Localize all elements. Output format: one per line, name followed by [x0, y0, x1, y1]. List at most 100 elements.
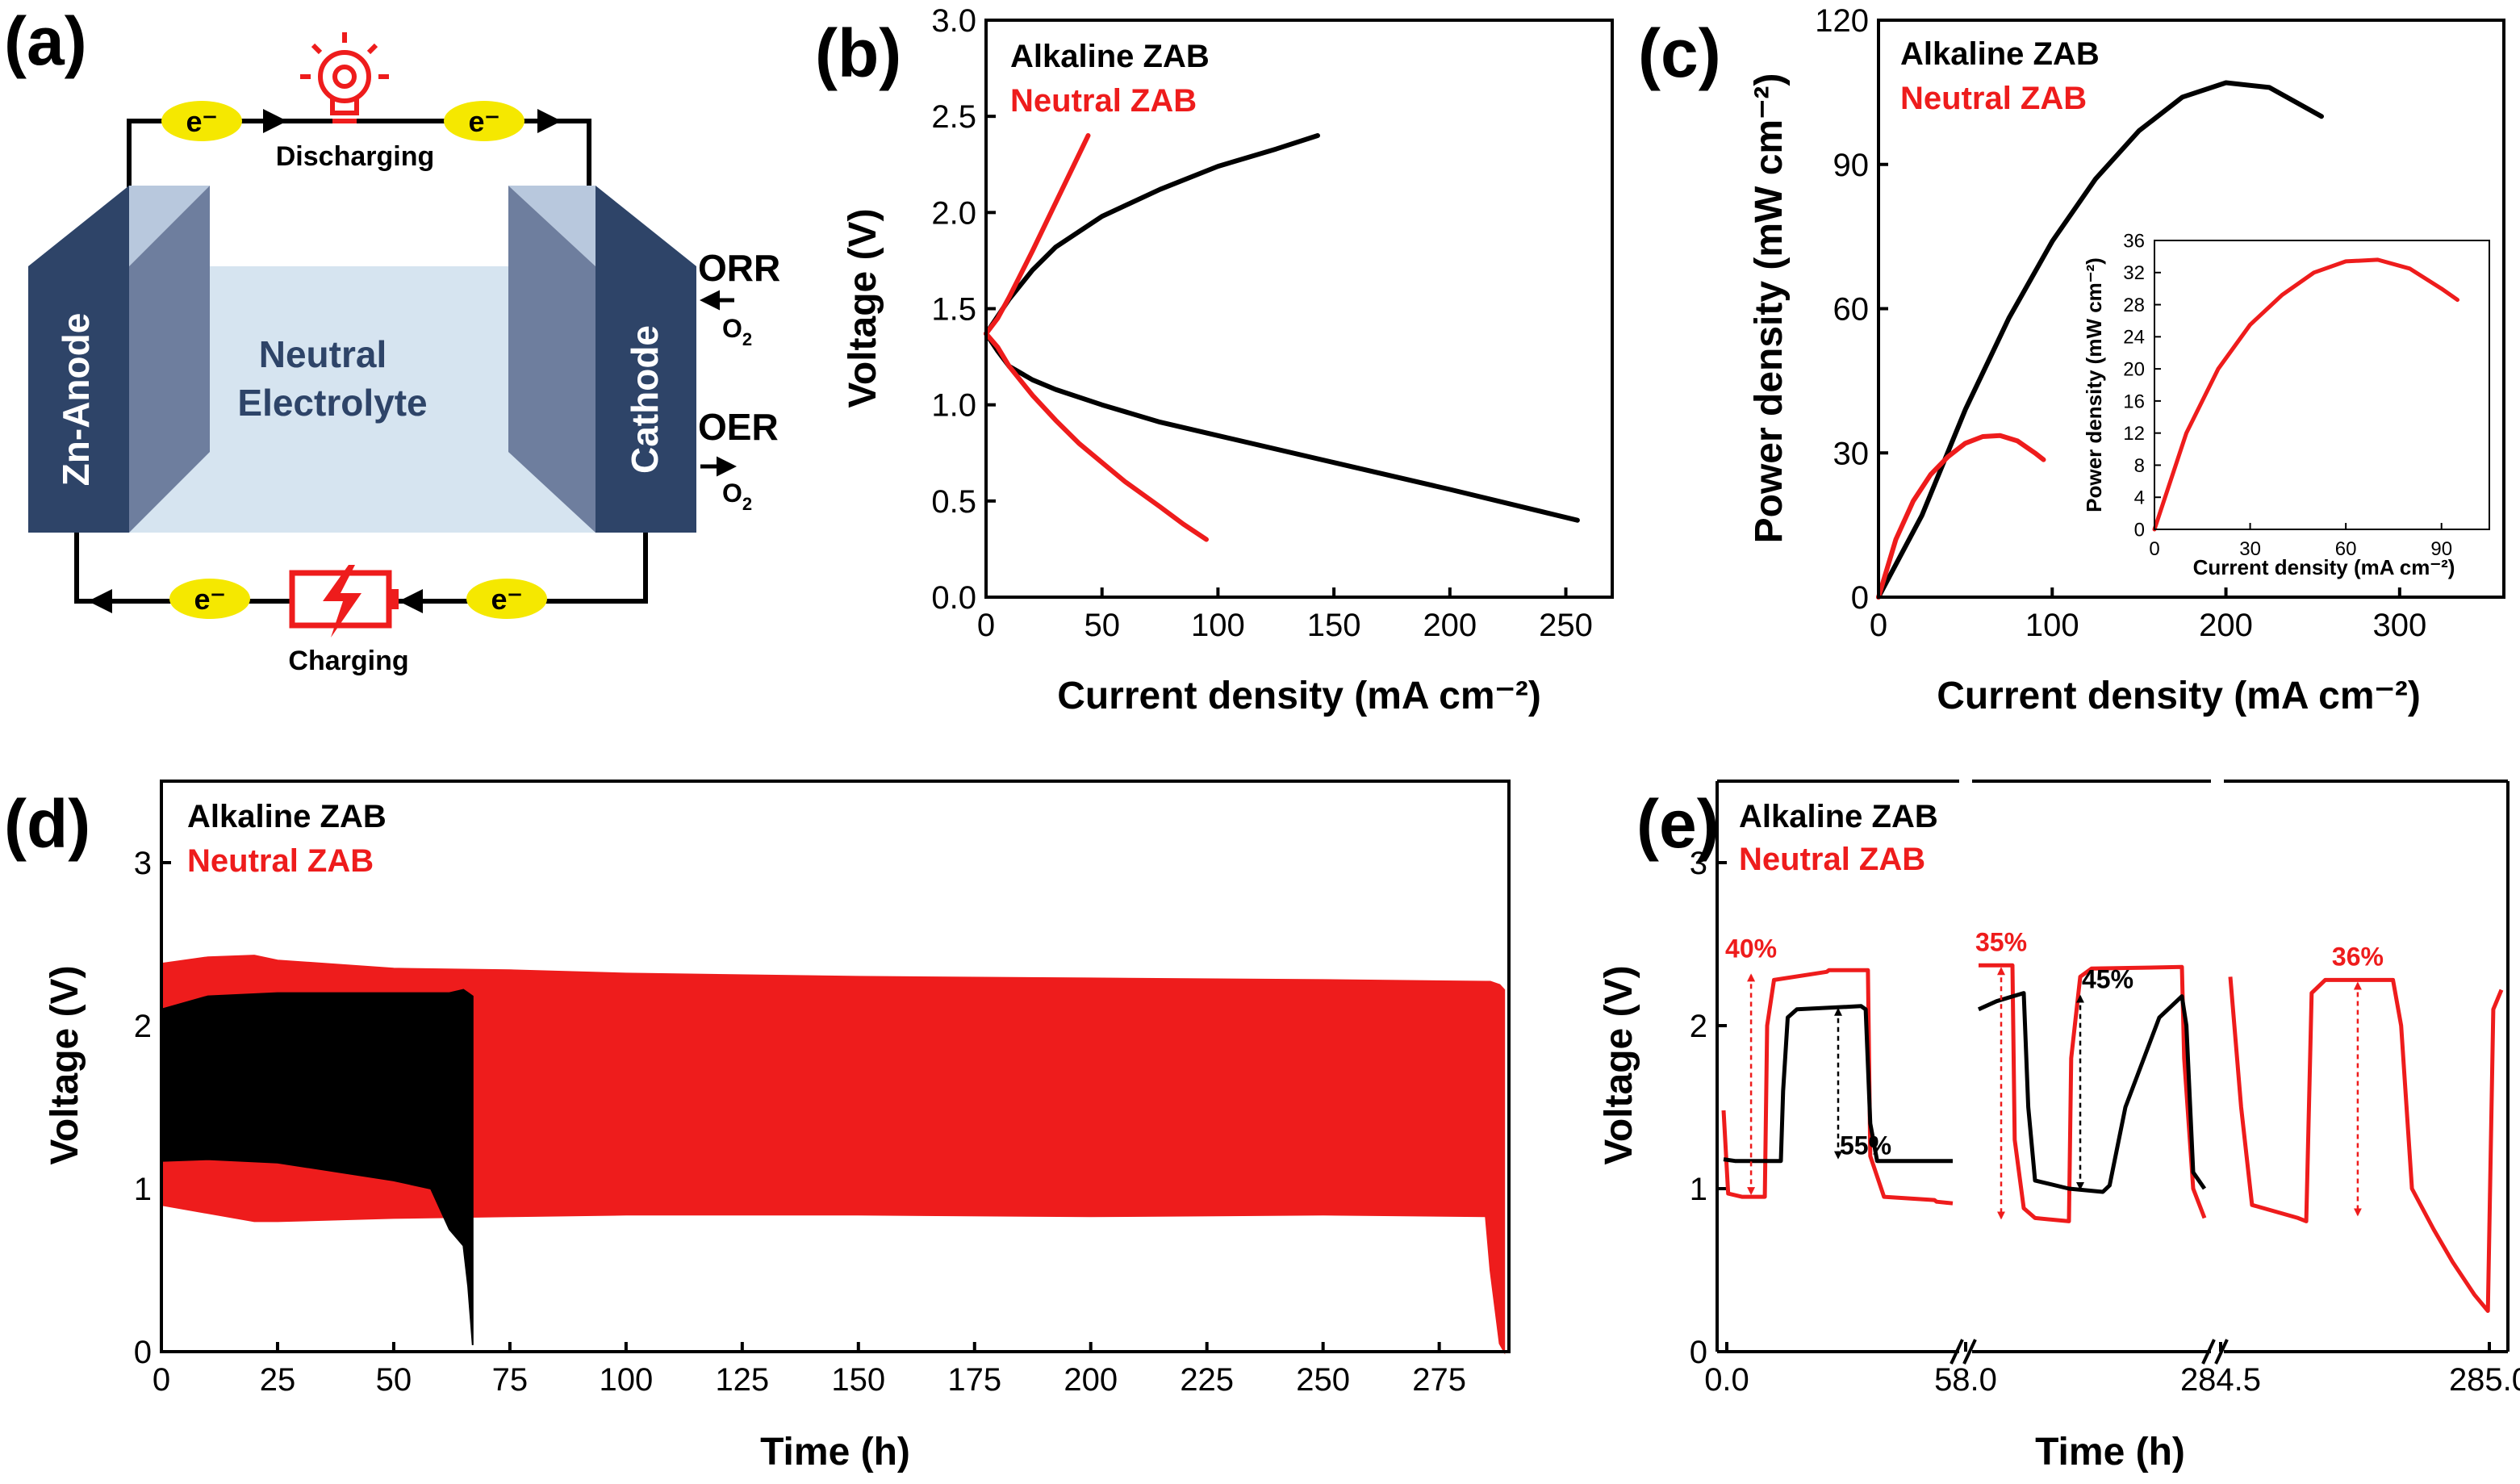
anode-label: Zn-Anode	[55, 313, 97, 487]
electron-badge	[466, 579, 547, 619]
o2-label: O2	[722, 314, 752, 349]
series-line	[984, 331, 1580, 523]
x-tick-label: 0	[153, 1362, 170, 1398]
efficiency-label: 55%	[1840, 1131, 1891, 1160]
y-tick-label: 1	[1690, 1172, 1707, 1207]
y-tick-label: 30	[1833, 436, 1870, 471]
y-tick-label: 90	[1833, 148, 1870, 183]
y-tick-label: 8	[2134, 455, 2145, 477]
y-tick-label: 0	[1851, 580, 1869, 616]
inset-background	[2154, 240, 2489, 529]
legend-alkaline: Alkaline ZAB	[1900, 36, 2100, 72]
panel-label-d: (d)	[4, 786, 90, 862]
battery-charging-icon	[289, 565, 399, 637]
legend-neutral: Neutral ZAB	[1900, 81, 2087, 116]
y-tick-label: 1.0	[931, 388, 976, 424]
x-tick-label: 200	[2199, 608, 2253, 643]
y-tick-label: 0.5	[931, 484, 976, 520]
legend-neutral: Neutral ZAB	[1739, 842, 1925, 877]
x-tick-label: 125	[715, 1362, 769, 1398]
x-tick-label: 25	[260, 1362, 296, 1398]
panel-a-schematic: (a) e⁻ e⁻ Discharging	[4, 3, 780, 676]
panel-e-cycle-detail: (e) 0 1 2 3 0.0 58.0 284.5 285.0 40% 55% 35% 45% 36%…	[1598, 780, 2520, 1474]
discharge-circuit-wire	[127, 119, 591, 206]
y-tick-label: 0	[1690, 1335, 1707, 1370]
x-tick-label: 0	[977, 608, 995, 643]
y-axis-title: Power density (mW cm⁻²)	[1748, 73, 1791, 544]
x-tick-label: 150	[831, 1362, 885, 1398]
y-tick-label: 36	[2123, 230, 2145, 252]
y-tick-label: 28	[2123, 295, 2145, 316]
o2-label: O2	[722, 479, 752, 514]
x-tick-label: 90	[2430, 538, 2452, 560]
electrolyte-label-line2: Electrolyte	[237, 382, 427, 424]
cathode-inner-face	[508, 186, 596, 533]
cycling-band	[161, 989, 474, 1345]
plot-frame	[160, 780, 1511, 1353]
y-tick-label: 32	[2123, 262, 2145, 284]
y-tick-label: 4	[2134, 487, 2145, 509]
x-tick-label: 200	[1423, 608, 1477, 643]
x-tick-label: 75	[492, 1362, 529, 1398]
y-axis-title: Voltage (V)	[44, 965, 86, 1164]
x-tick-label: 225	[1180, 1362, 1234, 1398]
x-tick-label: 50	[1084, 608, 1120, 643]
y-tick-label: 3	[134, 846, 152, 881]
anode-inner-face	[129, 186, 210, 533]
inset-frame	[2154, 240, 2490, 530]
panel-label-a: (a)	[4, 3, 87, 79]
series-line	[984, 133, 1091, 337]
y-tick-label: 1.5	[931, 292, 976, 328]
x-axis-title: Time (h)	[2035, 1431, 2185, 1474]
plot-frame	[1877, 19, 2505, 599]
efficiency-label: 35%	[1975, 927, 2027, 956]
inset-x-axis-title: Current density (mA cm⁻²)	[2193, 555, 2455, 579]
plot-frame	[984, 19, 1614, 599]
series-line	[1977, 991, 2207, 1194]
axis-break-mark	[1950, 1339, 2229, 1365]
x-tick-label: 250	[1539, 608, 1593, 643]
legend-alkaline: Alkaline ZAB	[1739, 799, 1938, 834]
x-tick-label: 30	[2239, 538, 2261, 560]
y-tick-label: 2	[134, 1009, 152, 1044]
y-axis-title: Voltage (V)	[842, 208, 884, 408]
x-tick-label: 0	[2149, 538, 2159, 560]
y-tick-label: 12	[2123, 423, 2145, 445]
x-tick-label: 60	[2335, 538, 2357, 560]
x-tick-label: 100	[599, 1362, 653, 1398]
zn-anode	[28, 266, 129, 533]
x-tick-label: 150	[1307, 608, 1361, 643]
x-tick-label: 300	[2372, 608, 2426, 643]
series-line	[1876, 80, 2324, 600]
legend-alkaline: Alkaline ZAB	[1010, 39, 1210, 74]
y-tick-label: 2	[1690, 1009, 1707, 1044]
inset-y-axis-title: Power density (mW cm⁻²)	[2082, 257, 2106, 512]
cathode	[596, 266, 696, 533]
y-axis-title: Voltage (V)	[1598, 965, 1640, 1164]
x-axis-title: Current density (mA cm⁻²)	[1057, 675, 1541, 717]
electron-badge	[444, 101, 524, 141]
y-tick-label: 1	[134, 1172, 152, 1207]
lightbulb-icon	[300, 32, 389, 123]
electron-label: e⁻	[468, 105, 499, 138]
plot-frame	[1716, 780, 2510, 1353]
x-tick-label: 250	[1296, 1362, 1350, 1398]
y-tick-label: 0	[2134, 519, 2145, 541]
x-tick-label: 0	[1870, 608, 1887, 643]
x-axis-title: Time (h)	[760, 1431, 910, 1474]
electron-label: e⁻	[186, 105, 217, 138]
y-tick-label: 60	[1833, 292, 1870, 328]
inset-series-line	[2152, 257, 2459, 532]
electrolyte-label-line1: Neutral	[259, 333, 387, 375]
legend-alkaline: Alkaline ZAB	[187, 799, 387, 834]
panel-label-b: (b)	[815, 15, 901, 91]
series-line	[984, 331, 1209, 542]
x-tick-label: 50	[376, 1362, 412, 1398]
oer-label: OER	[698, 406, 779, 448]
panel-label-e: (e)	[1636, 786, 1720, 862]
legend-neutral: Neutral ZAB	[1010, 83, 1197, 119]
x-tick-label: 0.0	[1704, 1362, 1749, 1398]
y-tick-label: 0.0	[931, 580, 976, 616]
x-tick-label: 275	[1412, 1362, 1466, 1398]
